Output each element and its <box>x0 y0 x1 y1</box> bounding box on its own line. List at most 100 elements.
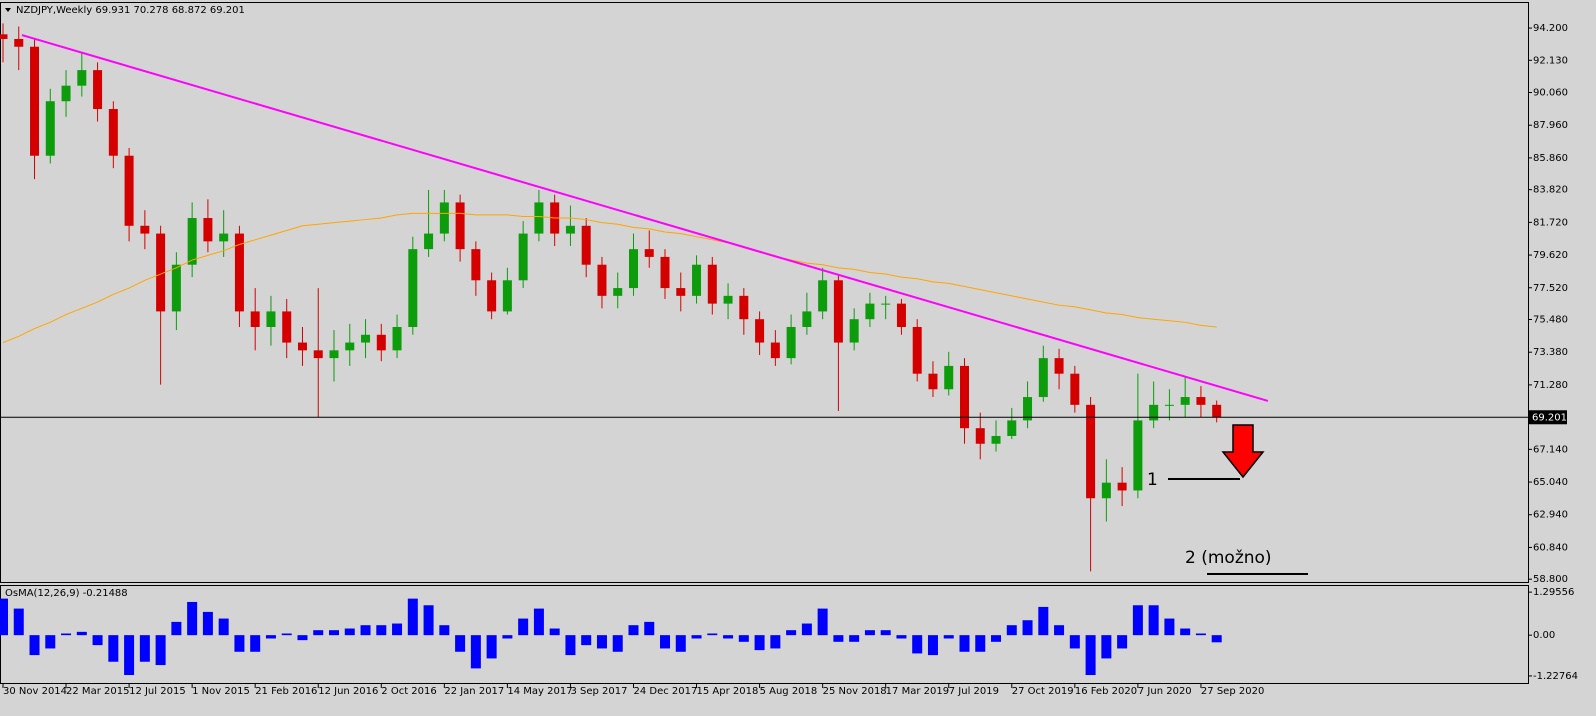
candle-body <box>392 326 402 351</box>
candle-body <box>219 233 229 242</box>
osma-bar <box>1085 635 1096 676</box>
y-tick-label: 87.960 <box>1533 120 1568 131</box>
candle-body <box>0 34 8 39</box>
osma-bar <box>975 635 986 652</box>
candle-body <box>455 202 465 250</box>
osma-bar <box>660 635 671 649</box>
osma-bar <box>565 635 576 656</box>
osma-bar <box>1069 635 1080 649</box>
candle-body <box>1023 397 1033 421</box>
x-tick-label: 7 Jul 2019 <box>949 686 999 697</box>
x-tick-label: 22 Jan 2017 <box>444 686 504 697</box>
x-tick-label: 21 Feb 2016 <box>255 686 317 697</box>
y-tick-label: 77.520 <box>1533 283 1568 294</box>
x-tick-label: 17 Mar 2019 <box>886 686 949 697</box>
candle-body <box>660 256 670 289</box>
x-tick-label: 27 Oct 2019 <box>1012 686 1074 697</box>
candle-body <box>518 233 528 281</box>
candle-body <box>250 311 260 327</box>
y-tick-label: 65.040 <box>1533 477 1568 488</box>
y-tick-label: 1.29556 <box>1533 587 1574 598</box>
osma-bar <box>723 635 734 639</box>
osma-bar <box>218 618 229 636</box>
osma-bar <box>344 628 355 636</box>
osma-bar <box>1117 635 1128 649</box>
osma-bar <box>849 635 860 642</box>
osma-bar <box>959 635 970 652</box>
osma-bar <box>423 605 434 636</box>
candle-body <box>361 334 371 343</box>
osma-bar <box>297 635 308 641</box>
y-tick-label: 60.840 <box>1533 542 1568 553</box>
osma-bar <box>0 598 8 636</box>
candle-body <box>786 326 796 359</box>
osma-bar <box>817 608 828 636</box>
osma-bar <box>943 635 954 639</box>
candle-body <box>534 202 544 234</box>
osma-bar <box>754 635 765 651</box>
candle-body <box>424 233 434 250</box>
candle-body <box>944 365 954 390</box>
candle-body <box>912 326 922 374</box>
candle-body <box>928 373 938 390</box>
y-tick-label: 85.860 <box>1533 153 1568 164</box>
candle-body <box>739 295 749 320</box>
osma-bar <box>360 625 371 636</box>
candle-body <box>723 295 733 304</box>
candle-body <box>140 225 150 234</box>
candle-body <box>755 319 765 343</box>
candle-body <box>613 288 623 296</box>
candle-body <box>502 280 512 312</box>
annotation: 2 (možno) <box>1185 548 1272 568</box>
osma-bar <box>1180 628 1191 636</box>
osma-bar <box>45 635 56 649</box>
osma-bar <box>376 625 387 636</box>
osma-bar <box>612 635 623 652</box>
candle-body <box>628 249 638 289</box>
collapse-icon[interactable] <box>5 8 11 12</box>
osma-bar <box>1164 618 1175 636</box>
osma-bar <box>265 635 276 639</box>
candle-body <box>439 202 449 234</box>
candle-body <box>707 264 717 304</box>
indicator-title: OsMA(12,26,9) -0.21488 <box>5 588 128 599</box>
osma-bar <box>518 618 529 636</box>
osma-bar <box>533 608 544 636</box>
osma-bar <box>549 628 560 636</box>
candle-body <box>108 109 118 156</box>
candle-body <box>234 233 244 312</box>
osma-bar <box>864 630 875 636</box>
osma-bar <box>155 635 166 666</box>
candle-body <box>1086 404 1096 499</box>
osma-bar <box>234 635 245 652</box>
candle-body <box>171 264 181 312</box>
osma-bar <box>29 635 40 656</box>
osma-bar <box>1132 605 1143 636</box>
x-tick-label: 7 Jun 2020 <box>1138 686 1192 697</box>
osma-bar <box>801 623 812 636</box>
osma-bar <box>912 635 923 654</box>
candle-body <box>581 225 591 265</box>
candle-body <box>896 303 906 327</box>
candle-body <box>124 155 134 226</box>
osma-bar <box>1022 620 1033 636</box>
candle-body <box>692 264 702 296</box>
osma-bar <box>1195 633 1206 636</box>
x-tick-label: 24 Dec 2017 <box>633 686 697 697</box>
osma-bar <box>202 611 213 636</box>
current-price-label: 69.201 <box>1532 412 1567 423</box>
osma-bar <box>13 608 24 636</box>
y-tick-label: 94.200 <box>1533 23 1568 34</box>
candle-body <box>770 342 780 359</box>
osma-bar <box>1148 605 1159 636</box>
current-price-box <box>1529 410 1567 425</box>
osma-bar <box>1101 635 1112 659</box>
osma-bar <box>1006 625 1017 636</box>
x-tick-label: 3 Sep 2017 <box>570 686 627 697</box>
x-tick-label: 27 Sep 2020 <box>1201 686 1264 697</box>
candle-body <box>975 428 985 444</box>
candle-body <box>865 303 875 320</box>
osma-bar <box>707 633 718 636</box>
